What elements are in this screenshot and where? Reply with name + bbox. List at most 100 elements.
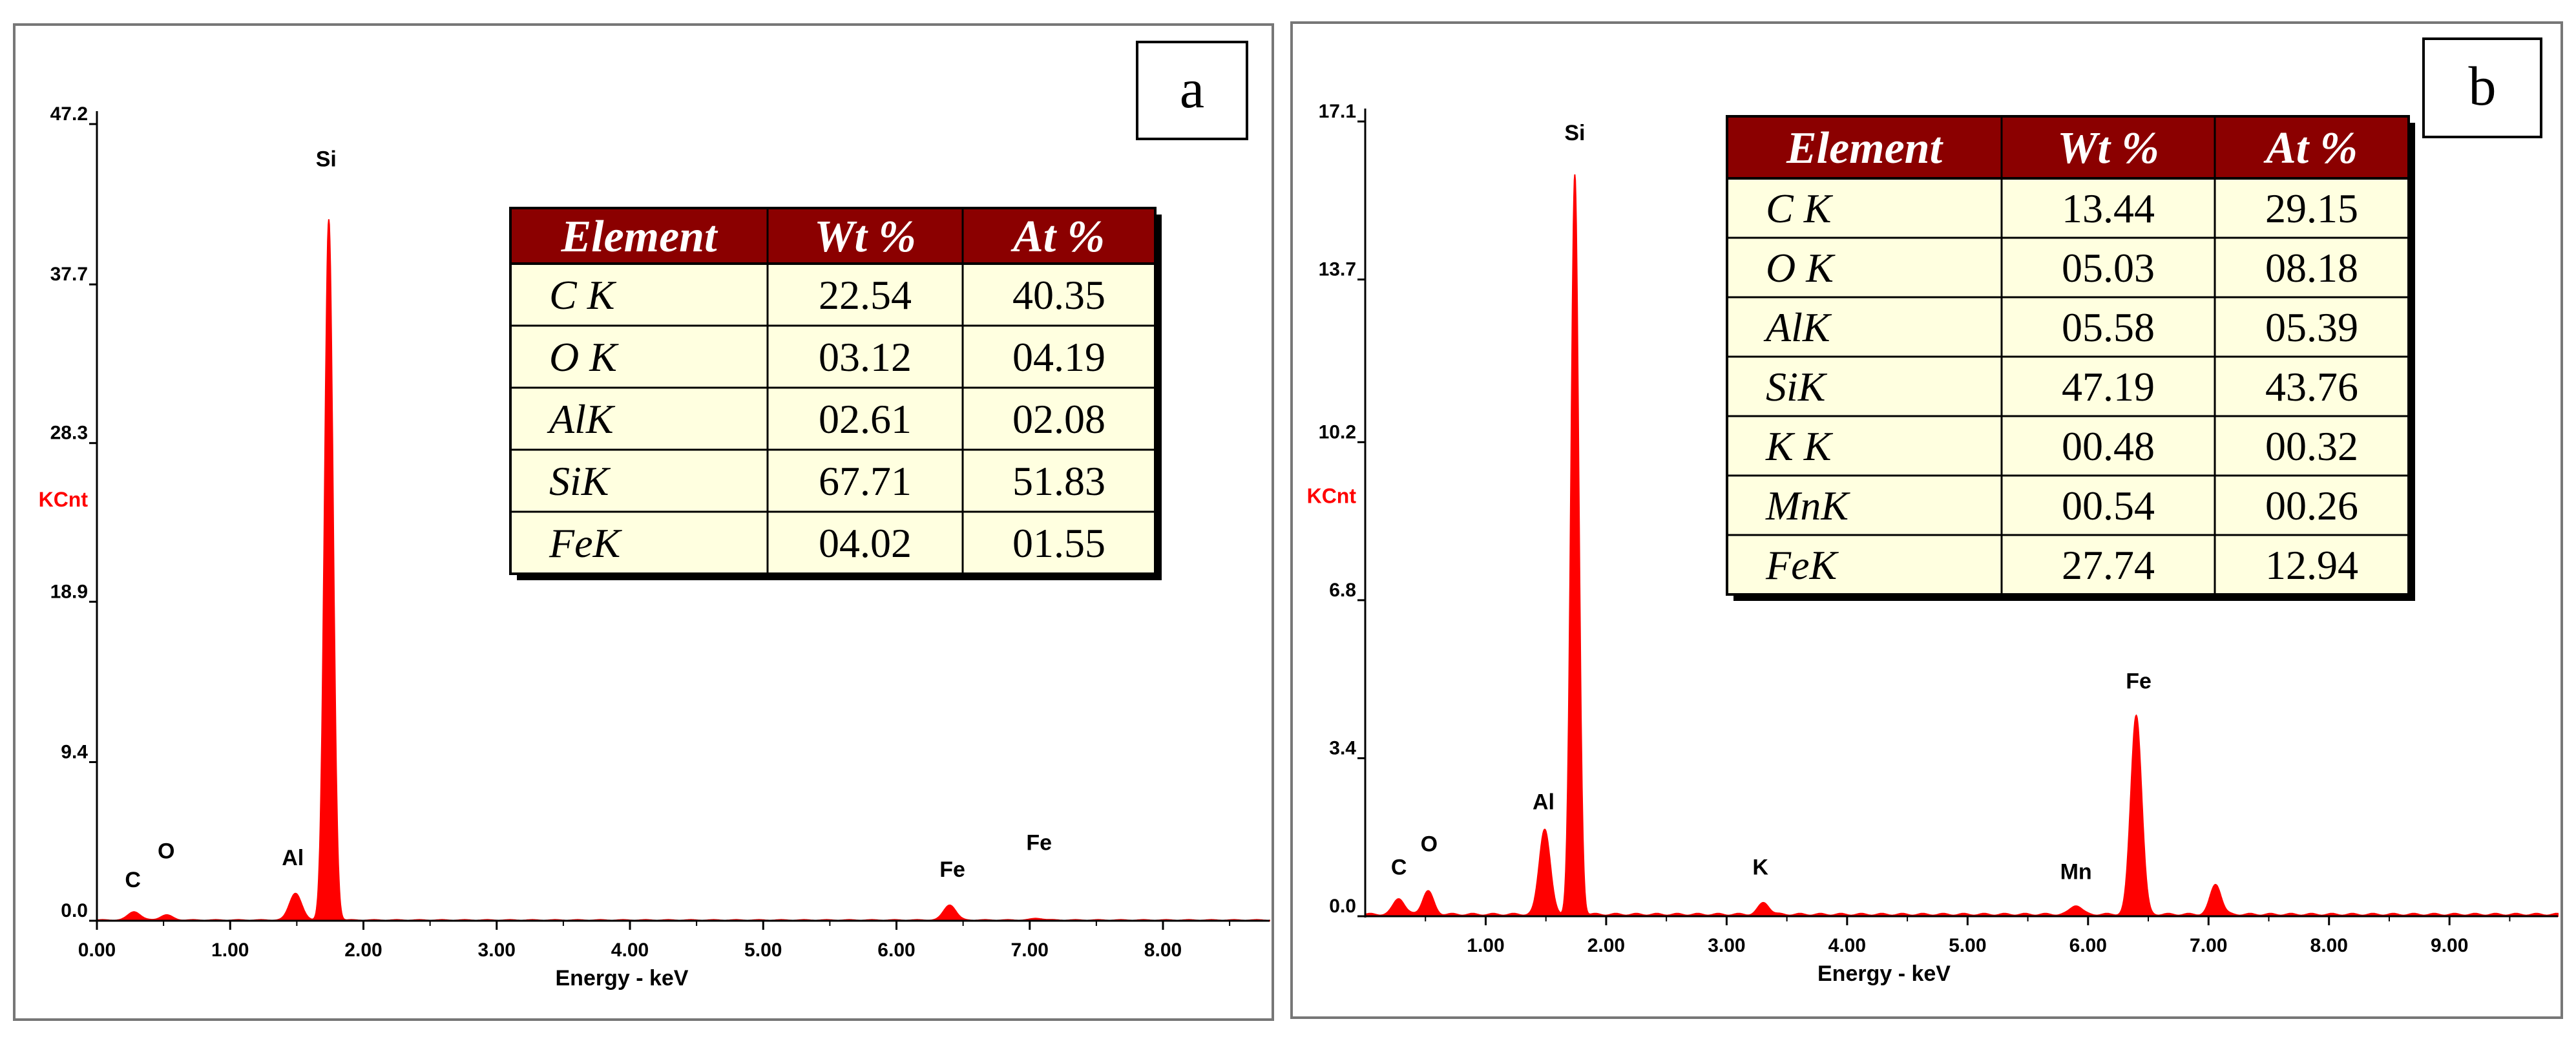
- table-element-cell: O K: [549, 334, 619, 380]
- peak-label-c: C: [1391, 855, 1407, 879]
- y-tick-label: 28.3: [50, 423, 88, 444]
- table-header-cell: Wt %: [814, 212, 916, 262]
- eds-spectrum-a: 0.0 9.4 18.9 28.3 37.7 47.2 KCnt 0.00 1.00 2.00 3.…: [13, 23, 1274, 1021]
- table-element-cell: C K: [549, 272, 617, 318]
- table-value-cell: 05.03: [2062, 245, 2155, 291]
- table-element-cell: AlK: [547, 396, 616, 442]
- table-value-cell: 47.19: [2062, 364, 2155, 410]
- table-value-cell: 12.94: [2265, 542, 2358, 588]
- peak-label-fe: Fe: [939, 857, 965, 882]
- x-tick-label: 8.00: [2310, 935, 2348, 956]
- x-tick-label: 3.00: [478, 939, 516, 961]
- peak-label-si: Si: [316, 147, 337, 171]
- y-tick-label: 3.4: [1329, 737, 1356, 759]
- y-tick-label: 0.0: [1329, 896, 1356, 917]
- peak-label-al: Al: [1533, 790, 1555, 815]
- y-axis-unit-label: KCnt: [39, 488, 89, 511]
- table-value-cell: 13.44: [2062, 185, 2155, 231]
- panel-letter: b: [2469, 55, 2497, 117]
- peak-label-fe: Fe: [2126, 669, 2152, 694]
- peak-label-k: K: [1752, 855, 1768, 879]
- table-value-cell: 67.71: [819, 458, 912, 504]
- x-tick-label: 9.00: [2431, 935, 2468, 956]
- table-element-cell: AlK: [1763, 304, 1832, 350]
- table-header-cell: Wt %: [2057, 123, 2159, 173]
- table-value-cell: 27.74: [2062, 542, 2155, 588]
- y-tick-label: 37.7: [50, 264, 88, 285]
- table-value-cell: 03.12: [819, 334, 912, 380]
- eds-spectrum-b: 0.0 3.4 6.8 10.2 13.7 17.1 KCnt 1.00 2.00 3.00 4.0…: [1290, 21, 2563, 1019]
- table-value-cell: 02.61: [819, 396, 912, 442]
- table-value-cell: 08.18: [2265, 245, 2358, 291]
- x-tick-label: 1.00: [1467, 935, 1504, 956]
- table-header-cell: At %: [1011, 212, 1105, 262]
- table-element-cell: MnK: [1765, 483, 1850, 529]
- y-tick-label: 17.1: [1319, 101, 1356, 122]
- table-element-cell: FeK: [1765, 542, 1839, 588]
- peak-label-al: Al: [282, 846, 304, 870]
- peak-label-fe: Fe: [1026, 830, 1052, 855]
- x-axis-title: Energy - keV: [1817, 961, 1951, 986]
- table-value-cell: 01.55: [1012, 520, 1105, 566]
- peak-label-mn: Mn: [2060, 859, 2092, 884]
- y-axis-unit-label: KCnt: [1307, 484, 1357, 507]
- x-axis-title: Energy - keV: [556, 966, 689, 991]
- x-tick-label: 4.00: [611, 939, 649, 961]
- peak-label-o: O: [158, 839, 174, 863]
- peak-label-o: O: [1421, 832, 1438, 856]
- table-value-cell: 43.76: [2265, 364, 2358, 410]
- eds-panel-b: 0.0 3.4 6.8 10.2 13.7 17.1 KCnt 1.00 2.00 3.00 4.0…: [1288, 0, 2576, 1039]
- table-value-cell: 22.54: [819, 272, 912, 318]
- eds-panel-a: 0.0 9.4 18.9 28.3 37.7 47.2 KCnt 0.00 1.00 2.00 3.…: [13, 23, 1274, 1021]
- y-tick-label: 6.8: [1329, 580, 1356, 601]
- table-value-cell: 00.32: [2265, 423, 2358, 469]
- x-tick-label: 6.00: [2069, 935, 2107, 956]
- peak-label-c: C: [125, 868, 141, 892]
- table-value-cell: 29.15: [2265, 185, 2358, 231]
- x-tick-label: 7.00: [2190, 935, 2227, 956]
- y-tick-label: 0.0: [61, 900, 88, 921]
- x-tick-label: 4.00: [1828, 935, 1866, 956]
- table-value-cell: 04.19: [1012, 334, 1105, 380]
- table-header-row: [509, 207, 1157, 265]
- table-element-cell: SiK: [549, 458, 611, 504]
- table-element-cell: O K: [1766, 245, 1836, 291]
- table-element-cell: FeK: [549, 520, 623, 566]
- table-value-cell: 05.58: [2062, 304, 2155, 350]
- y-tick-label: 18.9: [50, 581, 88, 602]
- x-tick-label: 0.00: [78, 939, 116, 961]
- table-value-cell: 00.48: [2062, 423, 2155, 469]
- table-element-cell: SiK: [1766, 364, 1828, 410]
- x-tick-label: 7.00: [1011, 939, 1049, 961]
- table-value-cell: 00.26: [2265, 483, 2358, 529]
- panel-letter-box: [1136, 41, 1248, 140]
- y-tick-label: 13.7: [1319, 259, 1356, 280]
- y-tick-label: 47.2: [50, 103, 88, 125]
- table-value-cell: 05.39: [2265, 304, 2358, 350]
- peak-label-si: Si: [1564, 121, 1585, 145]
- panel-letter-box: [2422, 37, 2542, 138]
- table-header-cell: Element: [560, 212, 718, 262]
- x-tick-label: 2.00: [1587, 935, 1625, 956]
- table-header-cell: At %: [2263, 123, 2358, 173]
- spectrum-area: [1365, 174, 2559, 917]
- x-tick-label: 2.00: [344, 939, 382, 961]
- x-tick-label: 3.00: [1708, 935, 1745, 956]
- table-value-cell: 40.35: [1012, 272, 1105, 318]
- table-value-cell: 02.08: [1012, 396, 1105, 442]
- x-tick-label: 6.00: [877, 939, 915, 961]
- table-value-cell: 04.02: [819, 520, 912, 566]
- x-tick-label: 5.00: [1949, 935, 1986, 956]
- x-tick-label: 5.00: [744, 939, 782, 961]
- panel-letter: a: [1180, 58, 1204, 120]
- x-tick-label: 8.00: [1144, 939, 1182, 961]
- table-element-cell: K K: [1765, 423, 1834, 469]
- composition-table: [509, 207, 1157, 575]
- table-value-cell: 51.83: [1012, 458, 1105, 504]
- composition-table: [1726, 115, 2410, 596]
- x-tick-label: 1.00: [211, 939, 249, 961]
- table-element-cell: C K: [1766, 185, 1834, 231]
- table-value-cell: 00.54: [2062, 483, 2155, 529]
- table-header-cell: Element: [1786, 123, 1944, 173]
- y-tick-label: 10.2: [1319, 421, 1356, 443]
